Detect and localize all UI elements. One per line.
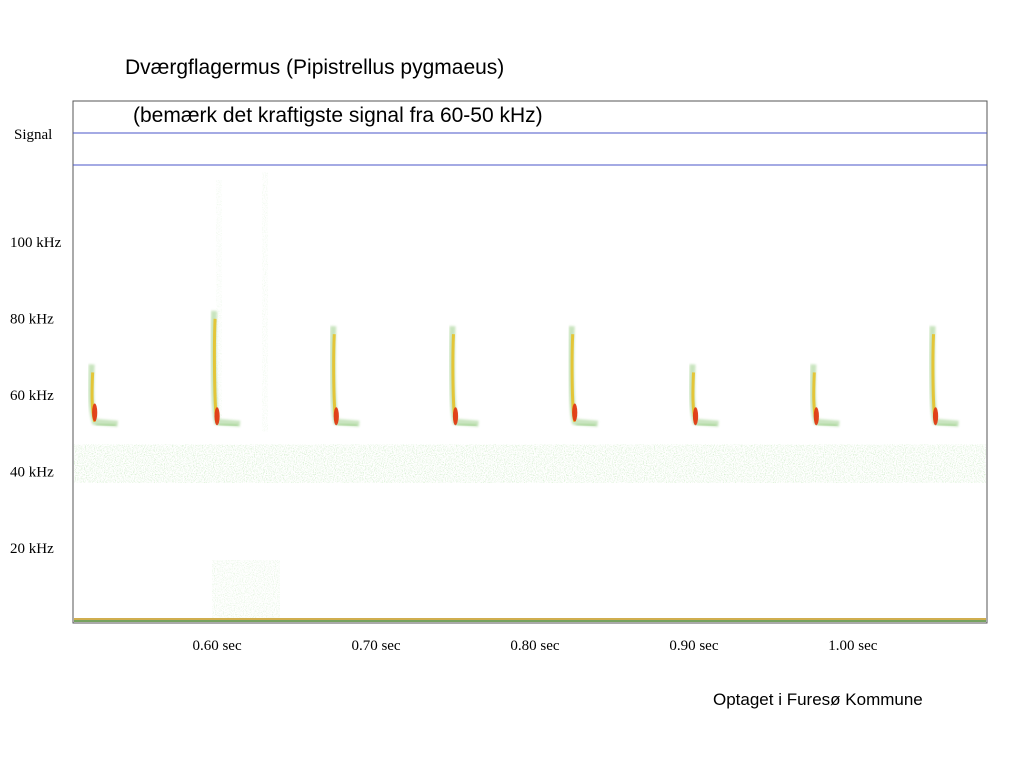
bat-call [688, 364, 719, 428]
signal-label: Signal [14, 127, 52, 143]
y-tick-label: 60 kHz [10, 388, 54, 404]
baseline-layer [74, 618, 986, 622]
x-tick-label: 0.90 sec [669, 638, 718, 654]
chart-title: Dværgflagermus (Pipistrellus pygmaeus) [125, 56, 505, 79]
call-peak [333, 407, 339, 426]
bat-call [928, 326, 959, 428]
x-tick-label: 0.60 sec [192, 638, 241, 654]
noise-patch [212, 560, 280, 618]
call-peak [92, 403, 98, 422]
chart-subtitle: (bemærk det kraftigste signal fra 60-50 … [133, 104, 543, 127]
x-tick-label: 1.00 sec [828, 638, 877, 654]
noise-streak [216, 180, 222, 420]
bat-call [809, 364, 840, 428]
recording-location-note: Optaget i Furesø Kommune [713, 690, 923, 709]
call-tail [575, 422, 596, 428]
y-axis-ticks: 100 kHz 80 kHz 60 kHz 40 kHz 20 kHz [10, 235, 62, 557]
call-tail [817, 422, 838, 428]
noise-layer [74, 172, 986, 618]
call-tail [456, 422, 477, 428]
y-tick-label: 20 kHz [10, 541, 54, 557]
bat-call [448, 326, 479, 428]
call-tail [95, 422, 116, 428]
bat-call [210, 310, 241, 428]
plot-frame [72, 100, 988, 624]
baseline-band-inner [74, 620, 986, 622]
y-tick-label: 80 kHz [10, 312, 54, 328]
y-tick-label: 100 kHz [10, 235, 62, 251]
calls-layer [88, 310, 959, 428]
x-tick-label: 0.70 sec [351, 638, 400, 654]
bat-call [568, 326, 598, 428]
call-peak [214, 407, 220, 426]
call-tail [936, 422, 957, 428]
call-peak [452, 407, 459, 426]
bat-call [329, 326, 360, 428]
y-tick-label: 40 kHz [10, 465, 54, 481]
call-tail [217, 422, 239, 428]
call-tail [337, 422, 358, 428]
x-tick-label: 0.80 sec [510, 638, 559, 654]
call-peak [692, 407, 699, 426]
noise-band [74, 444, 986, 483]
call-peak [932, 407, 939, 426]
call-peak [813, 407, 819, 426]
noise-streak [262, 172, 268, 432]
x-axis-ticks: 0.60 sec 0.70 sec 0.80 sec 0.90 sec 1.00 sec [192, 638, 877, 654]
call-peak [572, 403, 578, 422]
call-tail [696, 422, 717, 428]
bat-call [88, 364, 118, 428]
